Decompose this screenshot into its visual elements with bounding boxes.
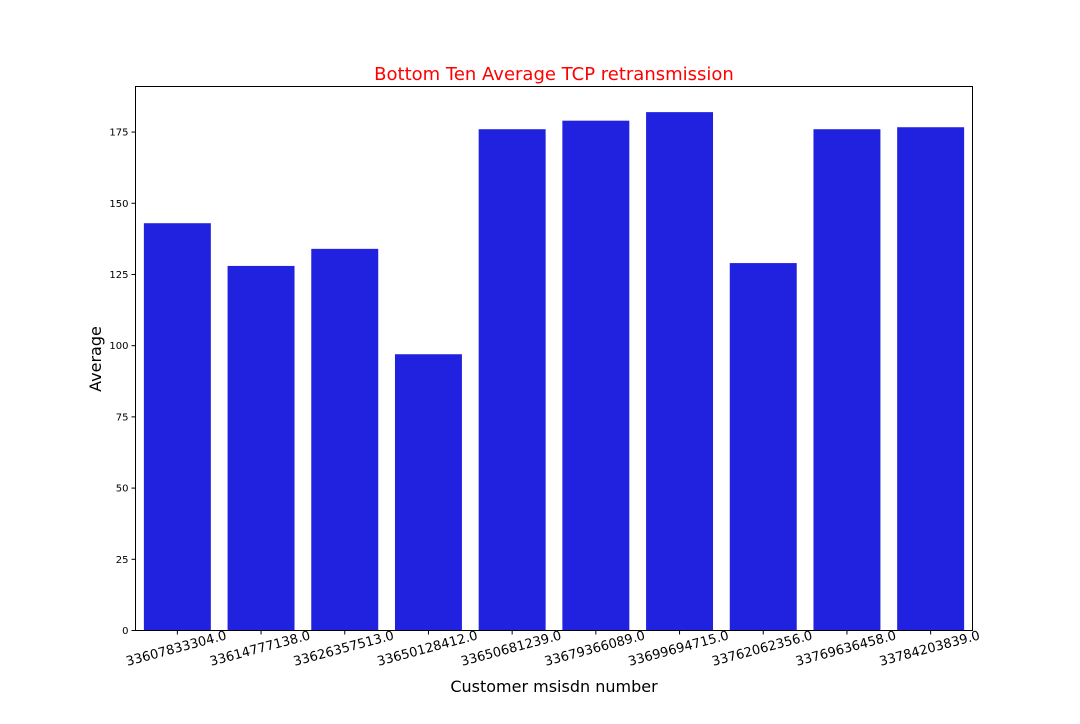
y-tick-label: 0	[122, 626, 128, 637]
y-axis-ticks: 0 25 50 75 100 125 150 175	[109, 128, 136, 637]
chart-title: Bottom Ten Average TCP retransmission	[374, 64, 734, 85]
bar-33607833304.0	[143, 223, 211, 631]
bar-33784203839.0	[897, 127, 965, 631]
bar-33650128412.0	[394, 354, 462, 631]
y-tick-label: 125	[109, 270, 128, 281]
bar-33679366089.0	[562, 120, 630, 631]
y-tick-label: 175	[109, 128, 128, 139]
bars-group	[143, 112, 965, 631]
plot-frame	[135, 86, 973, 631]
bar-33769636458.0	[813, 129, 881, 631]
x-axis-ticks: 33607833304.033614777138.033626357513.03…	[125, 628, 982, 669]
y-axis-label: Average	[86, 326, 105, 392]
y-tick-label: 100	[109, 341, 128, 352]
bar-33699694715.0	[646, 112, 714, 631]
y-tick-label: 150	[109, 199, 128, 210]
bar-33762062356.0	[729, 263, 797, 631]
y-tick-label: 75	[116, 412, 129, 423]
bar-33614777138.0	[227, 265, 295, 631]
y-tick-label: 50	[116, 484, 129, 495]
bar-33626357513.0	[311, 248, 379, 631]
y-tick-label: 25	[116, 555, 129, 566]
x-axis-label: Customer msisdn number	[450, 677, 658, 696]
bar-33650681239.0	[478, 129, 546, 631]
